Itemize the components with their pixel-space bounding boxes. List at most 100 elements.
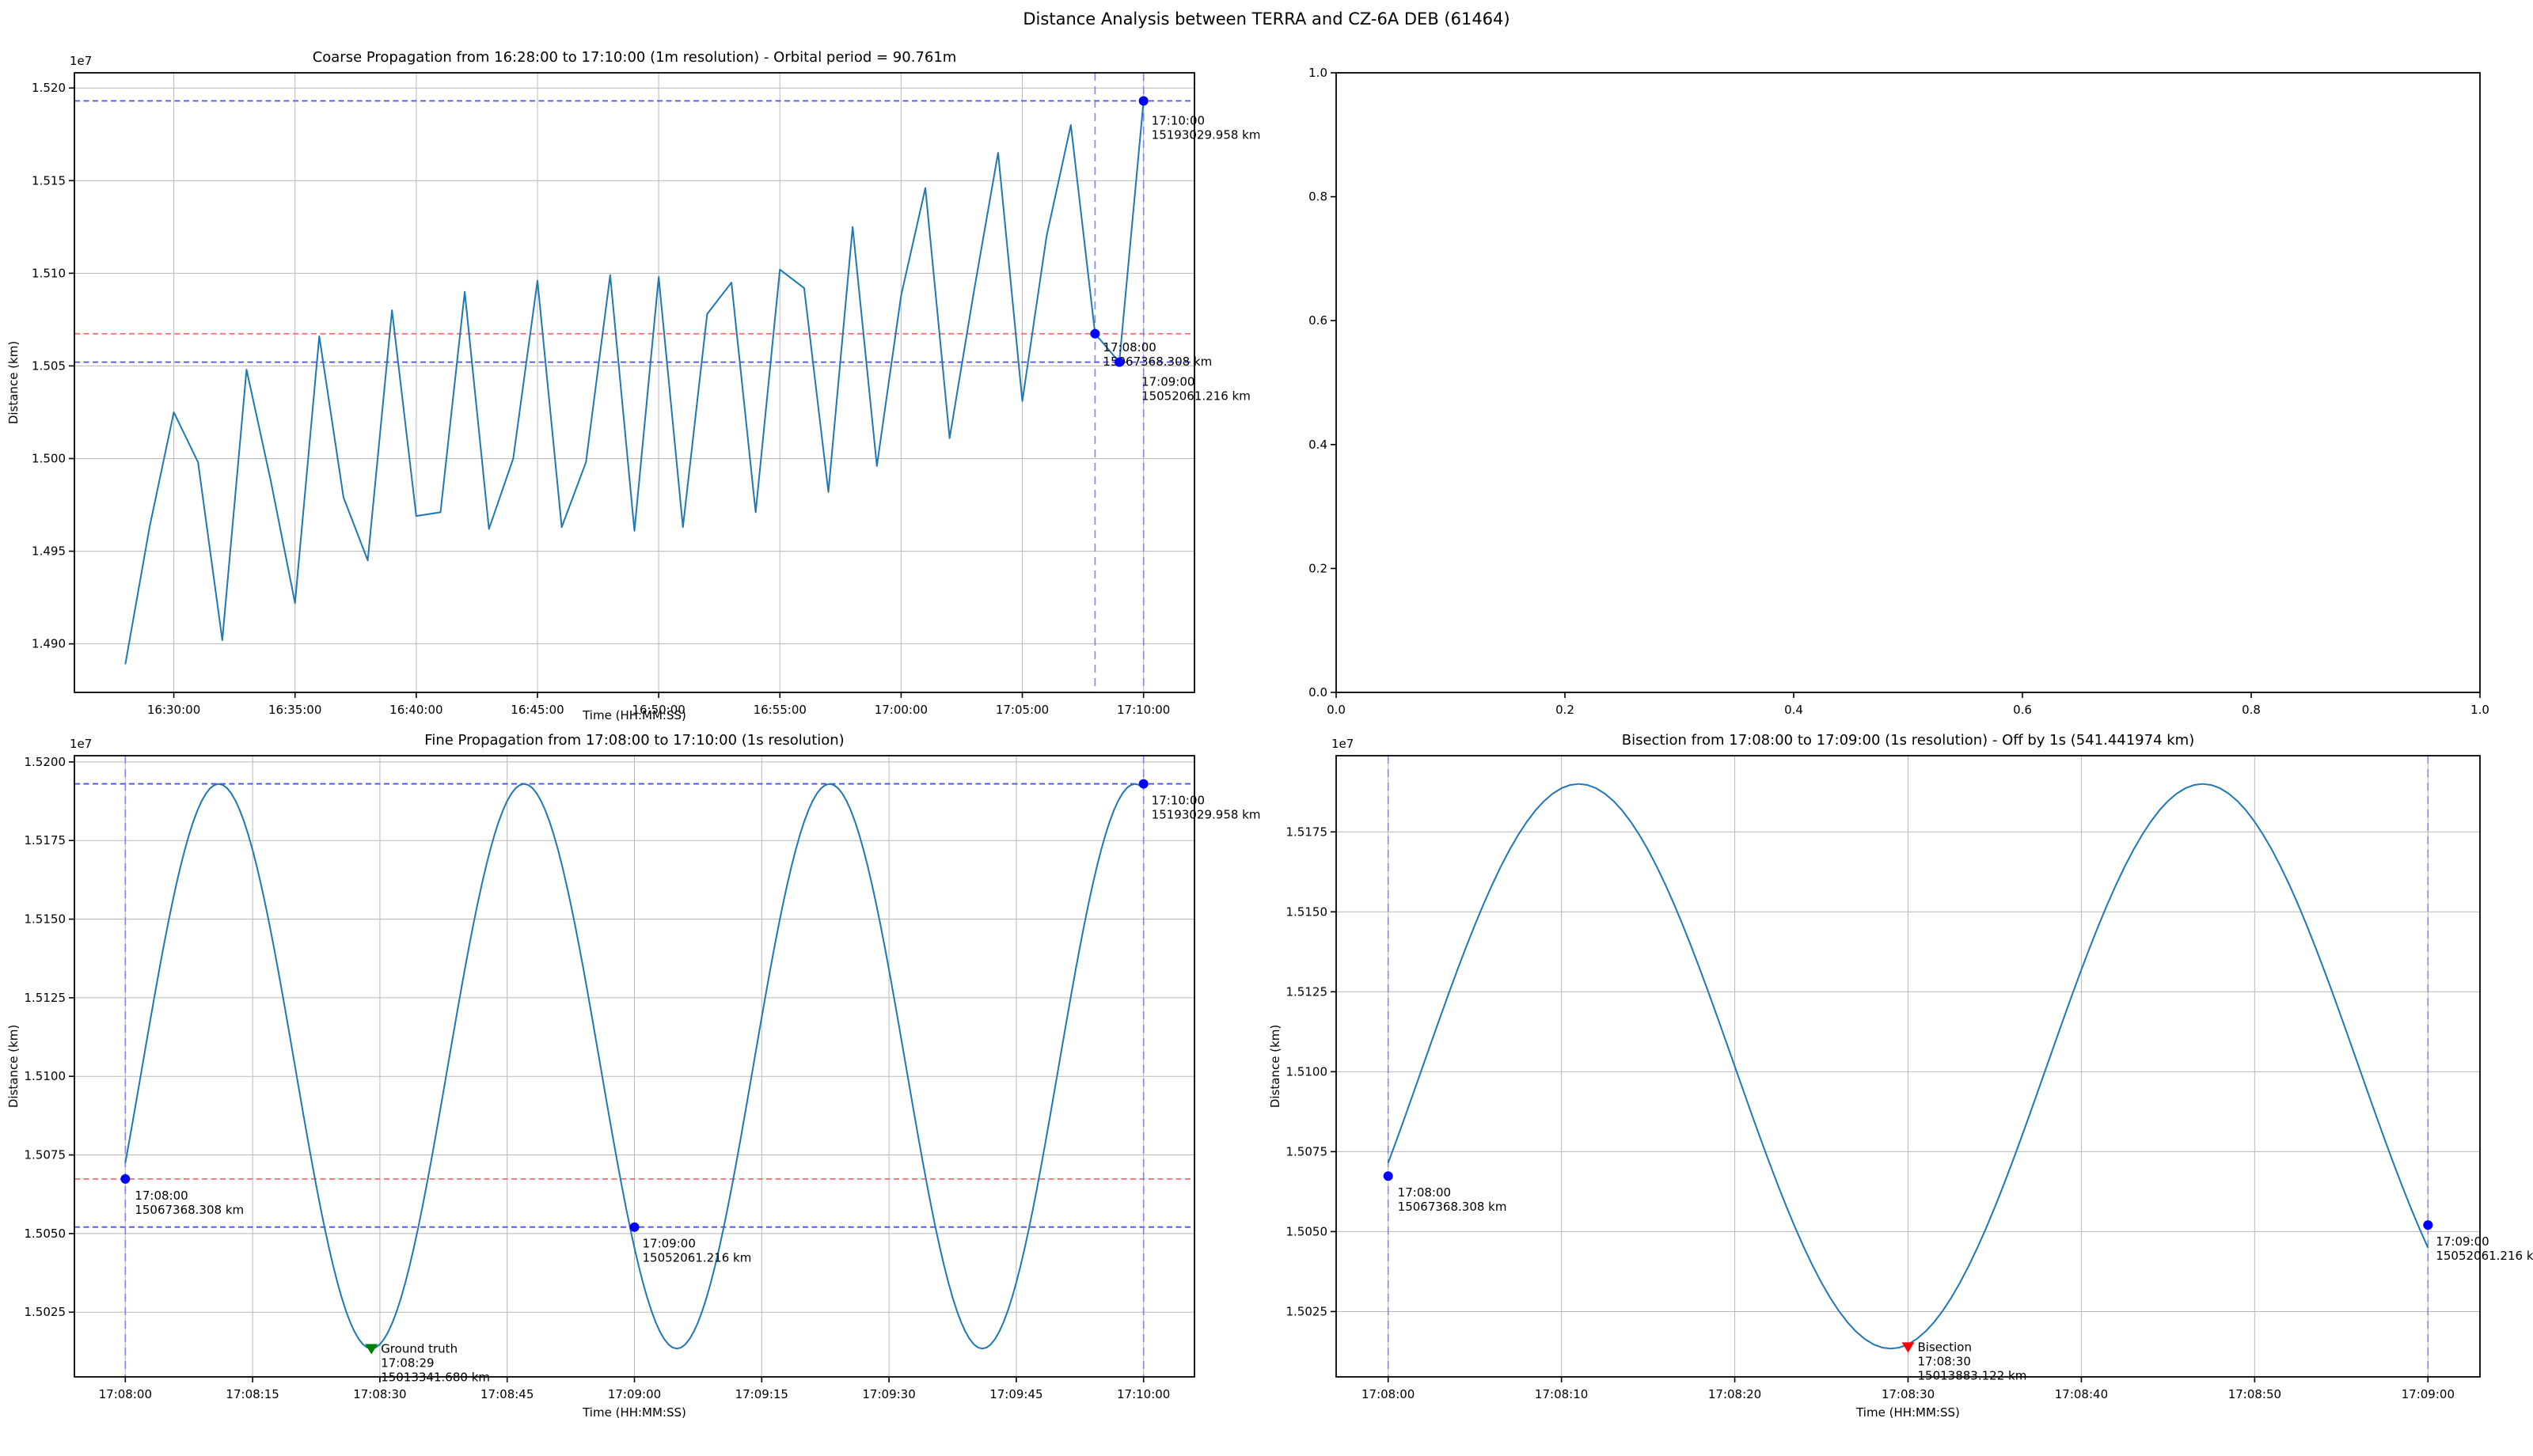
data-point-marker [1138,779,1149,789]
y-tick-label: 1.5125 [25,991,66,1005]
y-tick-label: 0.6 [1308,313,1327,328]
x-tick-label: 16:50:00 [632,703,685,717]
axes-spines [74,72,1195,693]
y-tick-label: 1.5150 [25,912,66,927]
y-tick-label: 1.5050 [1286,1224,1328,1238]
annotation-text: 17:08:30 [1918,1354,1971,1368]
data-point-marker [1115,357,1125,367]
annotation-text: Bisection [1918,1340,1972,1354]
y-tick-label: 1.5025 [25,1305,66,1319]
y-tick-label: 1.5075 [1286,1144,1328,1158]
annotation-text: 17:10:00 [1152,794,1205,808]
y-tick-label: 1.5200 [25,755,66,769]
coarse-propagation-plot: 16:30:00 16:35:00 16:40:00 16:45:00 16:50:00… [0,0,1266,722]
annotation-text: 15052061.216 km [2436,1249,2533,1263]
y-tick-label: 0.4 [1308,438,1327,452]
y-tick-label: 1.0 [1308,66,1327,80]
y-axis-offset-label: 1e7 [70,54,92,68]
figure-title: Distance Analysis between TERRA and CZ-6… [1023,9,1510,28]
y-tick-label: 0.2 [1308,561,1327,575]
x-tick-label: 17:10:00 [1117,1387,1170,1401]
annotation-text: Ground truth [381,1342,458,1356]
y-tick-label: 1.5150 [1286,904,1328,919]
x-tick-label: 17:08:00 [99,1387,152,1401]
x-tick-label: 17:09:00 [608,1387,661,1401]
x-tick-label: 16:55:00 [754,703,807,717]
y-axis-offset-label: 1e7 [70,737,92,751]
x-tick-label: 17:00:00 [875,703,928,717]
x-tick-label: 17:08:50 [2228,1387,2281,1401]
y-tick-label: 1.5100 [1286,1064,1328,1079]
x-tick-label: 0.2 [1555,703,1574,717]
annotation-text: 15013883.122 km [1918,1368,2027,1382]
x-tick-label: 17:10:00 [1117,703,1170,717]
data-point-marker [120,1174,131,1184]
red-triangle-marker [1901,1342,1915,1353]
annotation-text: 17:09:00 [643,1237,696,1251]
y-tick-label: 1.5075 [25,1148,66,1162]
annotation-text: 15052061.216 km [643,1251,752,1265]
bisection-plot: 17:08:00 17:08:10 17:08:20 17:08:30 17:08:40… [1266,712,2533,1424]
y-axis-label: Distance (km) [1268,1025,1282,1108]
x-tick-label: 16:30:00 [147,703,200,717]
x-tick-label: 17:08:45 [480,1387,534,1401]
x-tick-label: 17:08:30 [353,1387,406,1401]
distance-series-line [124,783,1145,1350]
x-axis-label: Time (HH:MM:SS) [582,1405,686,1420]
y-axis-label: Distance (km) [6,1025,21,1108]
figure-canvas: Distance Analysis between TERRA and CZ-6… [0,0,2533,1424]
annotation-text: 17:08:29 [381,1356,434,1371]
y-tick-label: 1.5100 [25,1069,66,1083]
y-tick-label: 1.5175 [25,833,66,847]
x-tick-label: 17:09:00 [2402,1387,2455,1401]
x-tick-label: 16:35:00 [268,703,321,717]
annotation-text: 17:08:00 [135,1189,188,1203]
annotation-text: 15193029.958 km [1152,128,1261,142]
annotation-text: 15193029.958 km [1152,808,1261,822]
x-tick-label: 17:05:00 [996,703,1049,717]
data-point-marker [1383,1171,1393,1181]
y-tick-label: 1.5175 [1286,825,1328,839]
y-tick-label: 1.5125 [1286,984,1328,999]
annotation-text: 17:09:00 [1141,375,1194,389]
x-tick-label: 0.4 [1784,703,1803,717]
y-tick-label: 1.5025 [1286,1304,1328,1318]
annotation-text: 15067368.308 km [135,1203,244,1217]
x-tick-label: 17:08:15 [226,1387,279,1401]
y-tick-label: 0.0 [1308,685,1327,700]
bisection-plot-title: Bisection from 17:08:00 to 17:09:00 (1s … [1622,732,2194,749]
annotation-text: 15013341.680 km [381,1371,490,1385]
y-tick-label: 1.490 [32,637,66,651]
x-tick-label: 17:08:20 [1708,1387,1761,1401]
y-axis-offset-label: 1e7 [1331,737,1354,751]
y-tick-label: 1.505 [32,358,66,373]
data-point-marker [2423,1220,2433,1230]
green-triangle-marker [365,1344,378,1355]
annotation-text: 17:09:00 [2436,1234,2489,1249]
x-tick-label: 17:09:30 [862,1387,915,1401]
empty-plot: 0.0 0.2 0.4 0.6 0.8 1.0 0.0 0.2 0.4 0.6 0.8 1.0 [1266,0,2533,717]
x-tick-label: 0.6 [2013,703,2032,717]
y-tick-label: 1.500 [32,452,66,466]
fine-propagation-plot: 17:08:00 17:08:15 17:08:30 17:08:45 17:09:00… [0,712,1266,1424]
x-tick-label: 16:40:00 [389,703,442,717]
y-tick-label: 1.515 [32,173,66,188]
x-tick-label: 1.0 [2470,703,2489,717]
coarse-plot-title: Coarse Propagation from 16:28:00 to 17:1… [313,49,957,66]
y-tick-label: 0.8 [1308,190,1327,204]
x-axis-label: Time (HH:MM:SS) [582,708,686,722]
x-tick-label: 17:08:10 [1535,1387,1588,1401]
data-point-marker [629,1222,640,1232]
x-axis-label: Time (HH:MM:SS) [1855,1405,1960,1420]
x-tick-label: 17:08:40 [2055,1387,2108,1401]
annotation-text: 17:08:00 [1103,340,1156,355]
fine-plot-svg: 17:08:00 17:08:15 17:08:30 17:08:45 17:09:00… [6,732,1261,1420]
fine-plot-title: Fine Propagation from 17:08:00 to 17:10:… [424,732,844,749]
annotation-text: 17:08:00 [1398,1185,1451,1200]
x-tick-label: 17:09:15 [735,1387,788,1401]
distance-series-line [124,100,1145,665]
y-tick-label: 1.495 [32,544,66,559]
x-tick-label: 0.8 [2242,703,2261,717]
annotation-text: 15067368.308 km [1103,355,1212,369]
x-tick-label: 17:08:30 [1882,1387,1935,1401]
